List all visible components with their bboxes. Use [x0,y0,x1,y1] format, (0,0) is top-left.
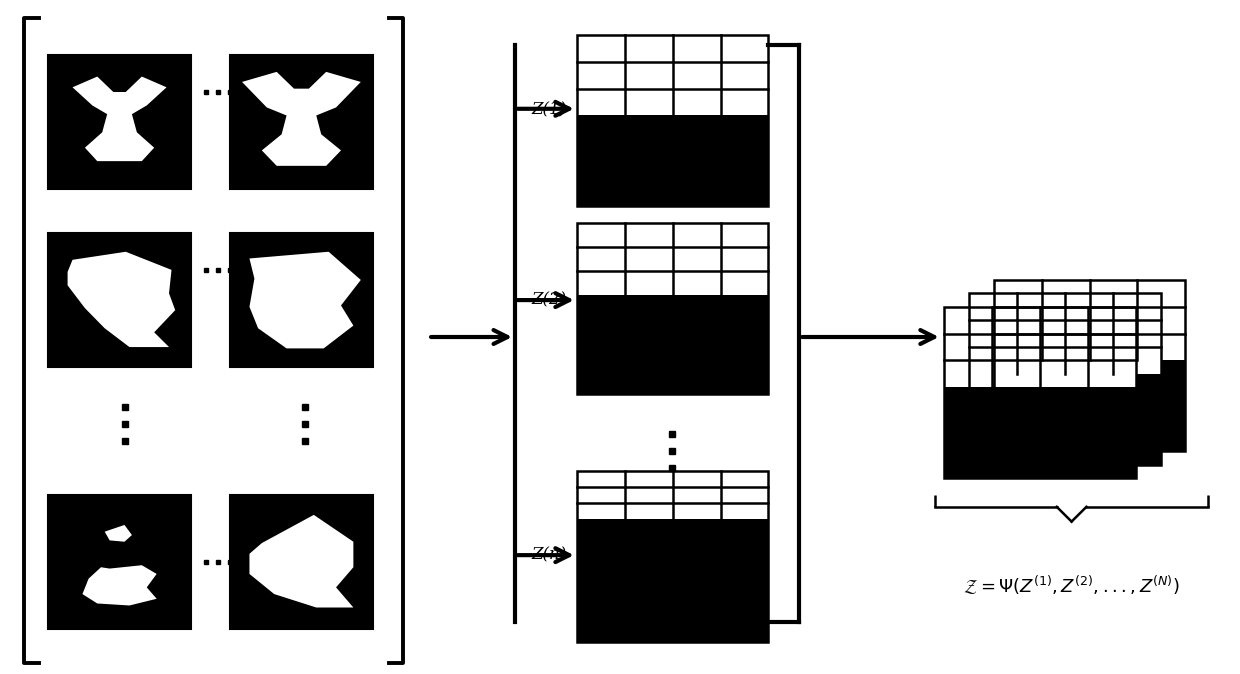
Text: X(1): X(1) [288,76,326,94]
Bar [993,280,1185,451]
Bar [577,35,769,115]
Bar [944,307,1136,478]
Bar [231,233,372,367]
Text: X(2): X(2) [288,254,326,272]
Polygon shape [72,77,166,161]
Polygon shape [104,525,131,542]
Bar [944,307,1136,388]
Bar [48,495,191,629]
Text: $\mathcal{Z} = \Psi(Z^{(1)}, Z^{(2)}, ..., Z^{(N)})$: $\mathcal{Z} = \Psi(Z^{(1)}, Z^{(2)}, ..… [963,574,1180,597]
Text: Z(2): Z(2) [532,292,567,309]
Bar [993,280,1185,451]
Bar [577,35,769,206]
Bar [968,293,1161,464]
Bar [944,307,1136,478]
Bar [48,233,191,367]
Bar [577,471,769,642]
Text: X(n): X(n) [288,546,326,564]
Polygon shape [68,252,175,347]
Text: Z(n): Z(n) [532,547,567,563]
Bar [993,280,1185,361]
Bar [577,223,769,295]
Bar [968,293,1161,374]
Bar [968,293,1161,464]
Bar [48,55,191,189]
Polygon shape [249,515,353,607]
Polygon shape [249,252,361,348]
Bar [577,471,769,519]
Text: Z(1): Z(1) [532,100,567,117]
Polygon shape [82,565,156,605]
Bar [231,495,372,629]
Bar [577,471,769,642]
Polygon shape [242,72,361,166]
Bar [231,55,372,189]
Bar [577,223,769,394]
Bar [577,35,769,206]
Bar [577,223,769,394]
